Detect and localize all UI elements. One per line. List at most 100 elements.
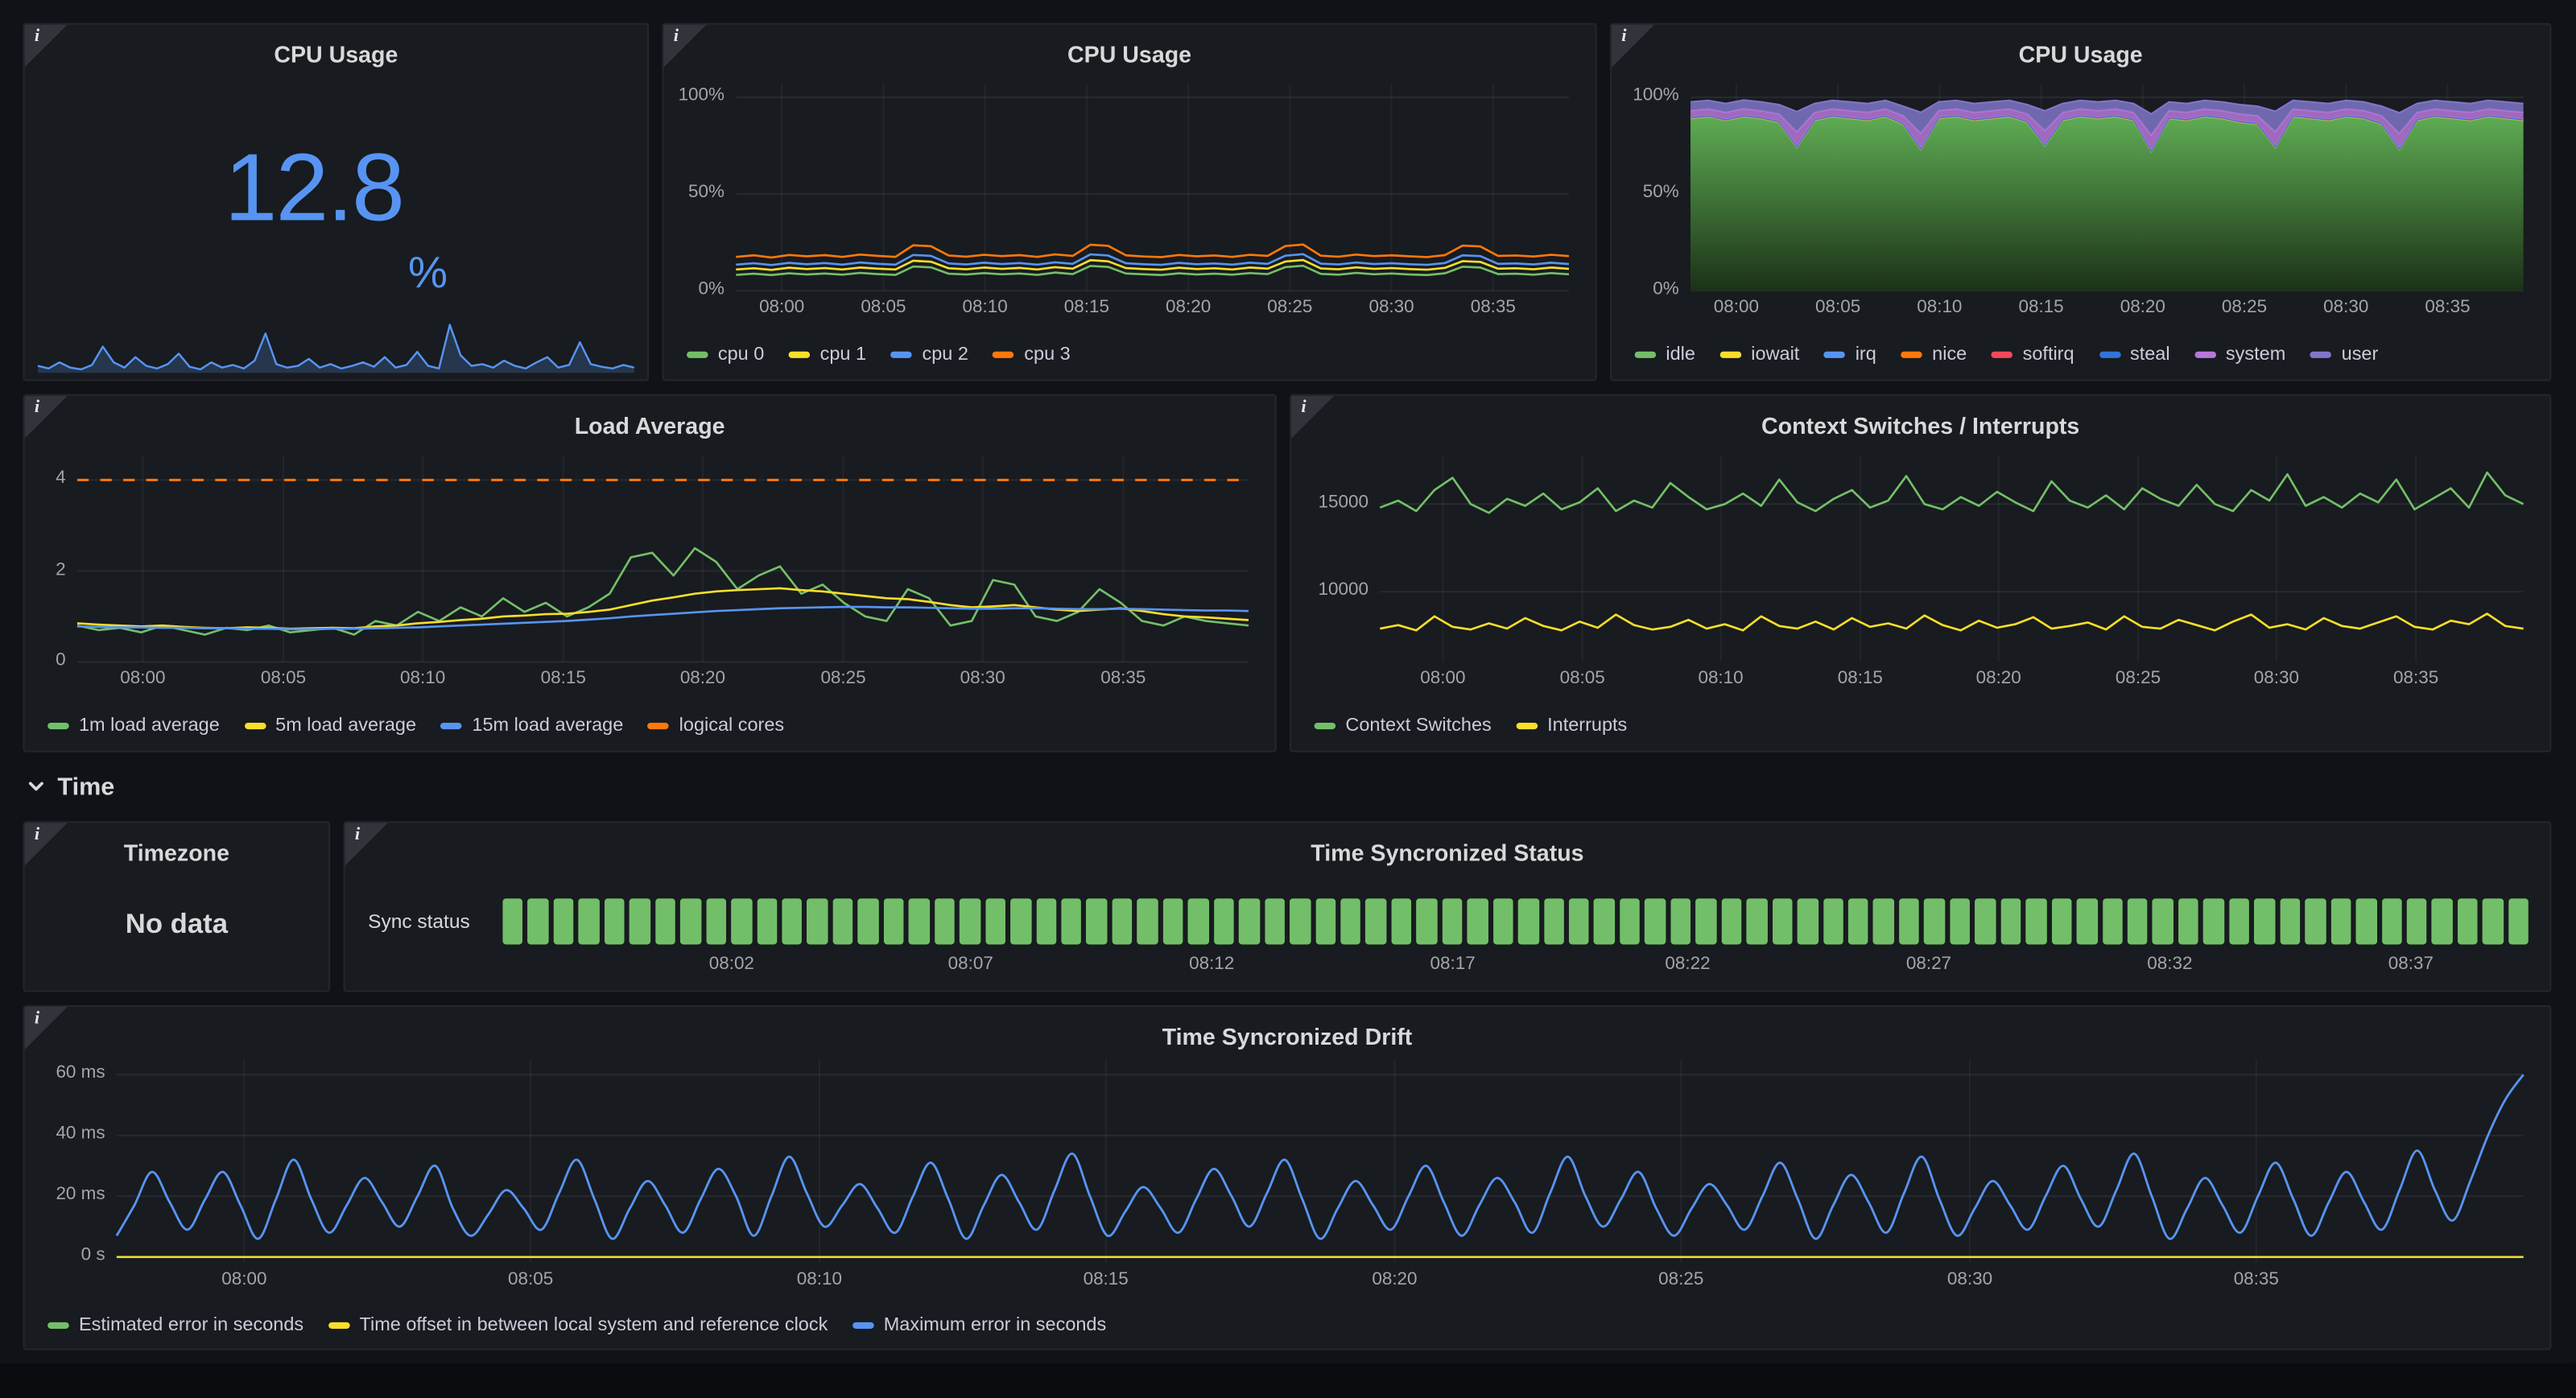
panel-info-corner[interactable] <box>663 24 707 68</box>
status-cell[interactable] <box>1620 898 1641 945</box>
status-cell[interactable] <box>2000 898 2021 945</box>
status-cell[interactable] <box>756 898 778 945</box>
status-cell[interactable] <box>2178 898 2199 945</box>
panel-info-corner[interactable] <box>1291 395 1335 439</box>
legend-item[interactable]: Time offset in between local system and … <box>328 1316 828 1335</box>
section-header-time[interactable]: Time <box>27 765 114 808</box>
status-cell[interactable] <box>934 898 956 945</box>
legend-item[interactable]: 1m load average <box>47 716 220 736</box>
panel-title[interactable]: CPU Usage <box>274 41 398 68</box>
panel-title[interactable]: CPU Usage <box>2018 41 2143 68</box>
status-cell[interactable] <box>2406 898 2428 945</box>
status-cell[interactable] <box>2355 898 2377 945</box>
legend-item[interactable]: iowait <box>1719 345 1799 365</box>
status-cell[interactable] <box>1416 898 1438 945</box>
status-cell[interactable] <box>630 898 650 945</box>
status-cell[interactable] <box>883 898 904 945</box>
status-cell[interactable] <box>1746 898 1768 945</box>
status-cell[interactable] <box>2203 898 2224 945</box>
legend-item[interactable]: Context Switches <box>1314 716 1492 736</box>
status-cell[interactable] <box>2330 898 2351 945</box>
status-cell[interactable] <box>2483 898 2504 945</box>
status-cell[interactable] <box>705 898 727 945</box>
status-cell[interactable] <box>1365 898 1387 945</box>
status-cell[interactable] <box>1721 898 1742 945</box>
status-cell[interactable] <box>553 898 574 945</box>
legend-item[interactable]: cpu 1 <box>788 345 866 365</box>
status-cell[interactable] <box>2457 898 2479 945</box>
panel-title[interactable]: Context Switches / Interrupts <box>1761 412 2080 439</box>
status-cell[interactable] <box>1797 898 1818 945</box>
status-cell[interactable] <box>1239 898 1260 945</box>
status-cell[interactable] <box>1924 898 1945 945</box>
panel-info-corner[interactable] <box>24 1007 68 1050</box>
context-switches-chart[interactable]: 08:00 08:05 08:10 08:15 08:20 08:25 08:30 08:35… <box>1304 448 2537 691</box>
status-cell[interactable] <box>2280 898 2301 945</box>
legend-item[interactable]: 5m load average <box>244 716 416 736</box>
status-cell[interactable] <box>1543 898 1564 945</box>
cpu-stat-sparkline[interactable] <box>37 314 635 373</box>
legend-item[interactable]: 15m load average <box>440 716 623 736</box>
status-cell[interactable] <box>654 898 676 945</box>
status-cell[interactable] <box>1467 898 1488 945</box>
legend-item[interactable]: nice <box>1901 345 1967 365</box>
status-cell[interactable] <box>909 898 930 945</box>
status-cell[interactable] <box>1290 898 1311 945</box>
status-cell[interactable] <box>1975 898 1996 945</box>
status-cell[interactable] <box>1086 898 1108 945</box>
status-cell[interactable] <box>1162 898 1183 945</box>
legend-item[interactable]: irq <box>1823 345 1876 365</box>
legend-item[interactable]: idle <box>1634 345 1695 365</box>
status-cell[interactable] <box>1950 898 1971 945</box>
status-cell[interactable] <box>731 898 752 945</box>
status-cell[interactable] <box>1823 898 1843 945</box>
panel-info-corner[interactable] <box>24 24 68 68</box>
status-cell[interactable] <box>1010 898 1031 945</box>
status-cell[interactable] <box>1594 898 1615 945</box>
legend-item[interactable]: Maximum error in seconds <box>852 1316 1106 1335</box>
legend-item[interactable]: softirq <box>1991 345 2074 365</box>
status-cell[interactable] <box>1670 898 1691 945</box>
status-cell[interactable] <box>2254 898 2275 945</box>
panel-info-corner[interactable] <box>1612 24 1655 68</box>
status-cell[interactable] <box>2228 898 2250 945</box>
legend-item[interactable]: user <box>2310 345 2378 365</box>
status-cell[interactable] <box>604 898 625 945</box>
status-cell[interactable] <box>1061 898 1082 945</box>
status-cell[interactable] <box>1873 898 1894 945</box>
status-cell[interactable] <box>1264 898 1286 945</box>
status-cell[interactable] <box>782 898 803 945</box>
status-cell[interactable] <box>1137 898 1158 945</box>
status-cell[interactable] <box>680 898 701 945</box>
legend-item[interactable]: Interrupts <box>1516 716 1627 736</box>
panel-info-corner[interactable] <box>24 823 68 866</box>
status-cell[interactable] <box>1213 898 1234 945</box>
status-cell[interactable] <box>2051 898 2072 945</box>
status-cell[interactable] <box>2102 898 2123 945</box>
status-cell[interactable] <box>1391 898 1412 945</box>
panel-info-corner[interactable] <box>345 823 388 866</box>
status-cell[interactable] <box>2381 898 2402 945</box>
status-cell[interactable] <box>1340 898 1361 945</box>
panel-title[interactable]: Time Syncronized Status <box>1311 839 1584 866</box>
status-cell[interactable] <box>2025 898 2047 945</box>
legend-item[interactable]: Estimated error in seconds <box>47 1316 303 1335</box>
status-cell[interactable] <box>1517 898 1539 945</box>
status-cell[interactable] <box>832 898 853 945</box>
panel-title[interactable]: Load Average <box>574 412 725 439</box>
panel-title[interactable]: Timezone <box>123 839 230 866</box>
status-cell[interactable] <box>2076 898 2098 945</box>
status-cell[interactable] <box>857 898 879 945</box>
status-cell[interactable] <box>1315 898 1336 945</box>
status-cell[interactable] <box>1569 898 1590 945</box>
status-cell[interactable] <box>1899 898 1920 945</box>
panel-title[interactable]: Time Syncronized Drift <box>1162 1023 1413 1050</box>
status-cell[interactable] <box>1442 898 1463 945</box>
status-cell[interactable] <box>2432 898 2453 945</box>
status-cell[interactable] <box>807 898 828 945</box>
status-cell[interactable] <box>528 898 549 945</box>
panel-info-corner[interactable] <box>24 395 68 439</box>
status-cell[interactable] <box>1772 898 1793 945</box>
load-average-chart[interactable]: 08:00 08:05 08:10 08:15 08:20 08:25 08:30 08:35… <box>38 448 1261 691</box>
status-cell[interactable] <box>1695 898 1717 945</box>
